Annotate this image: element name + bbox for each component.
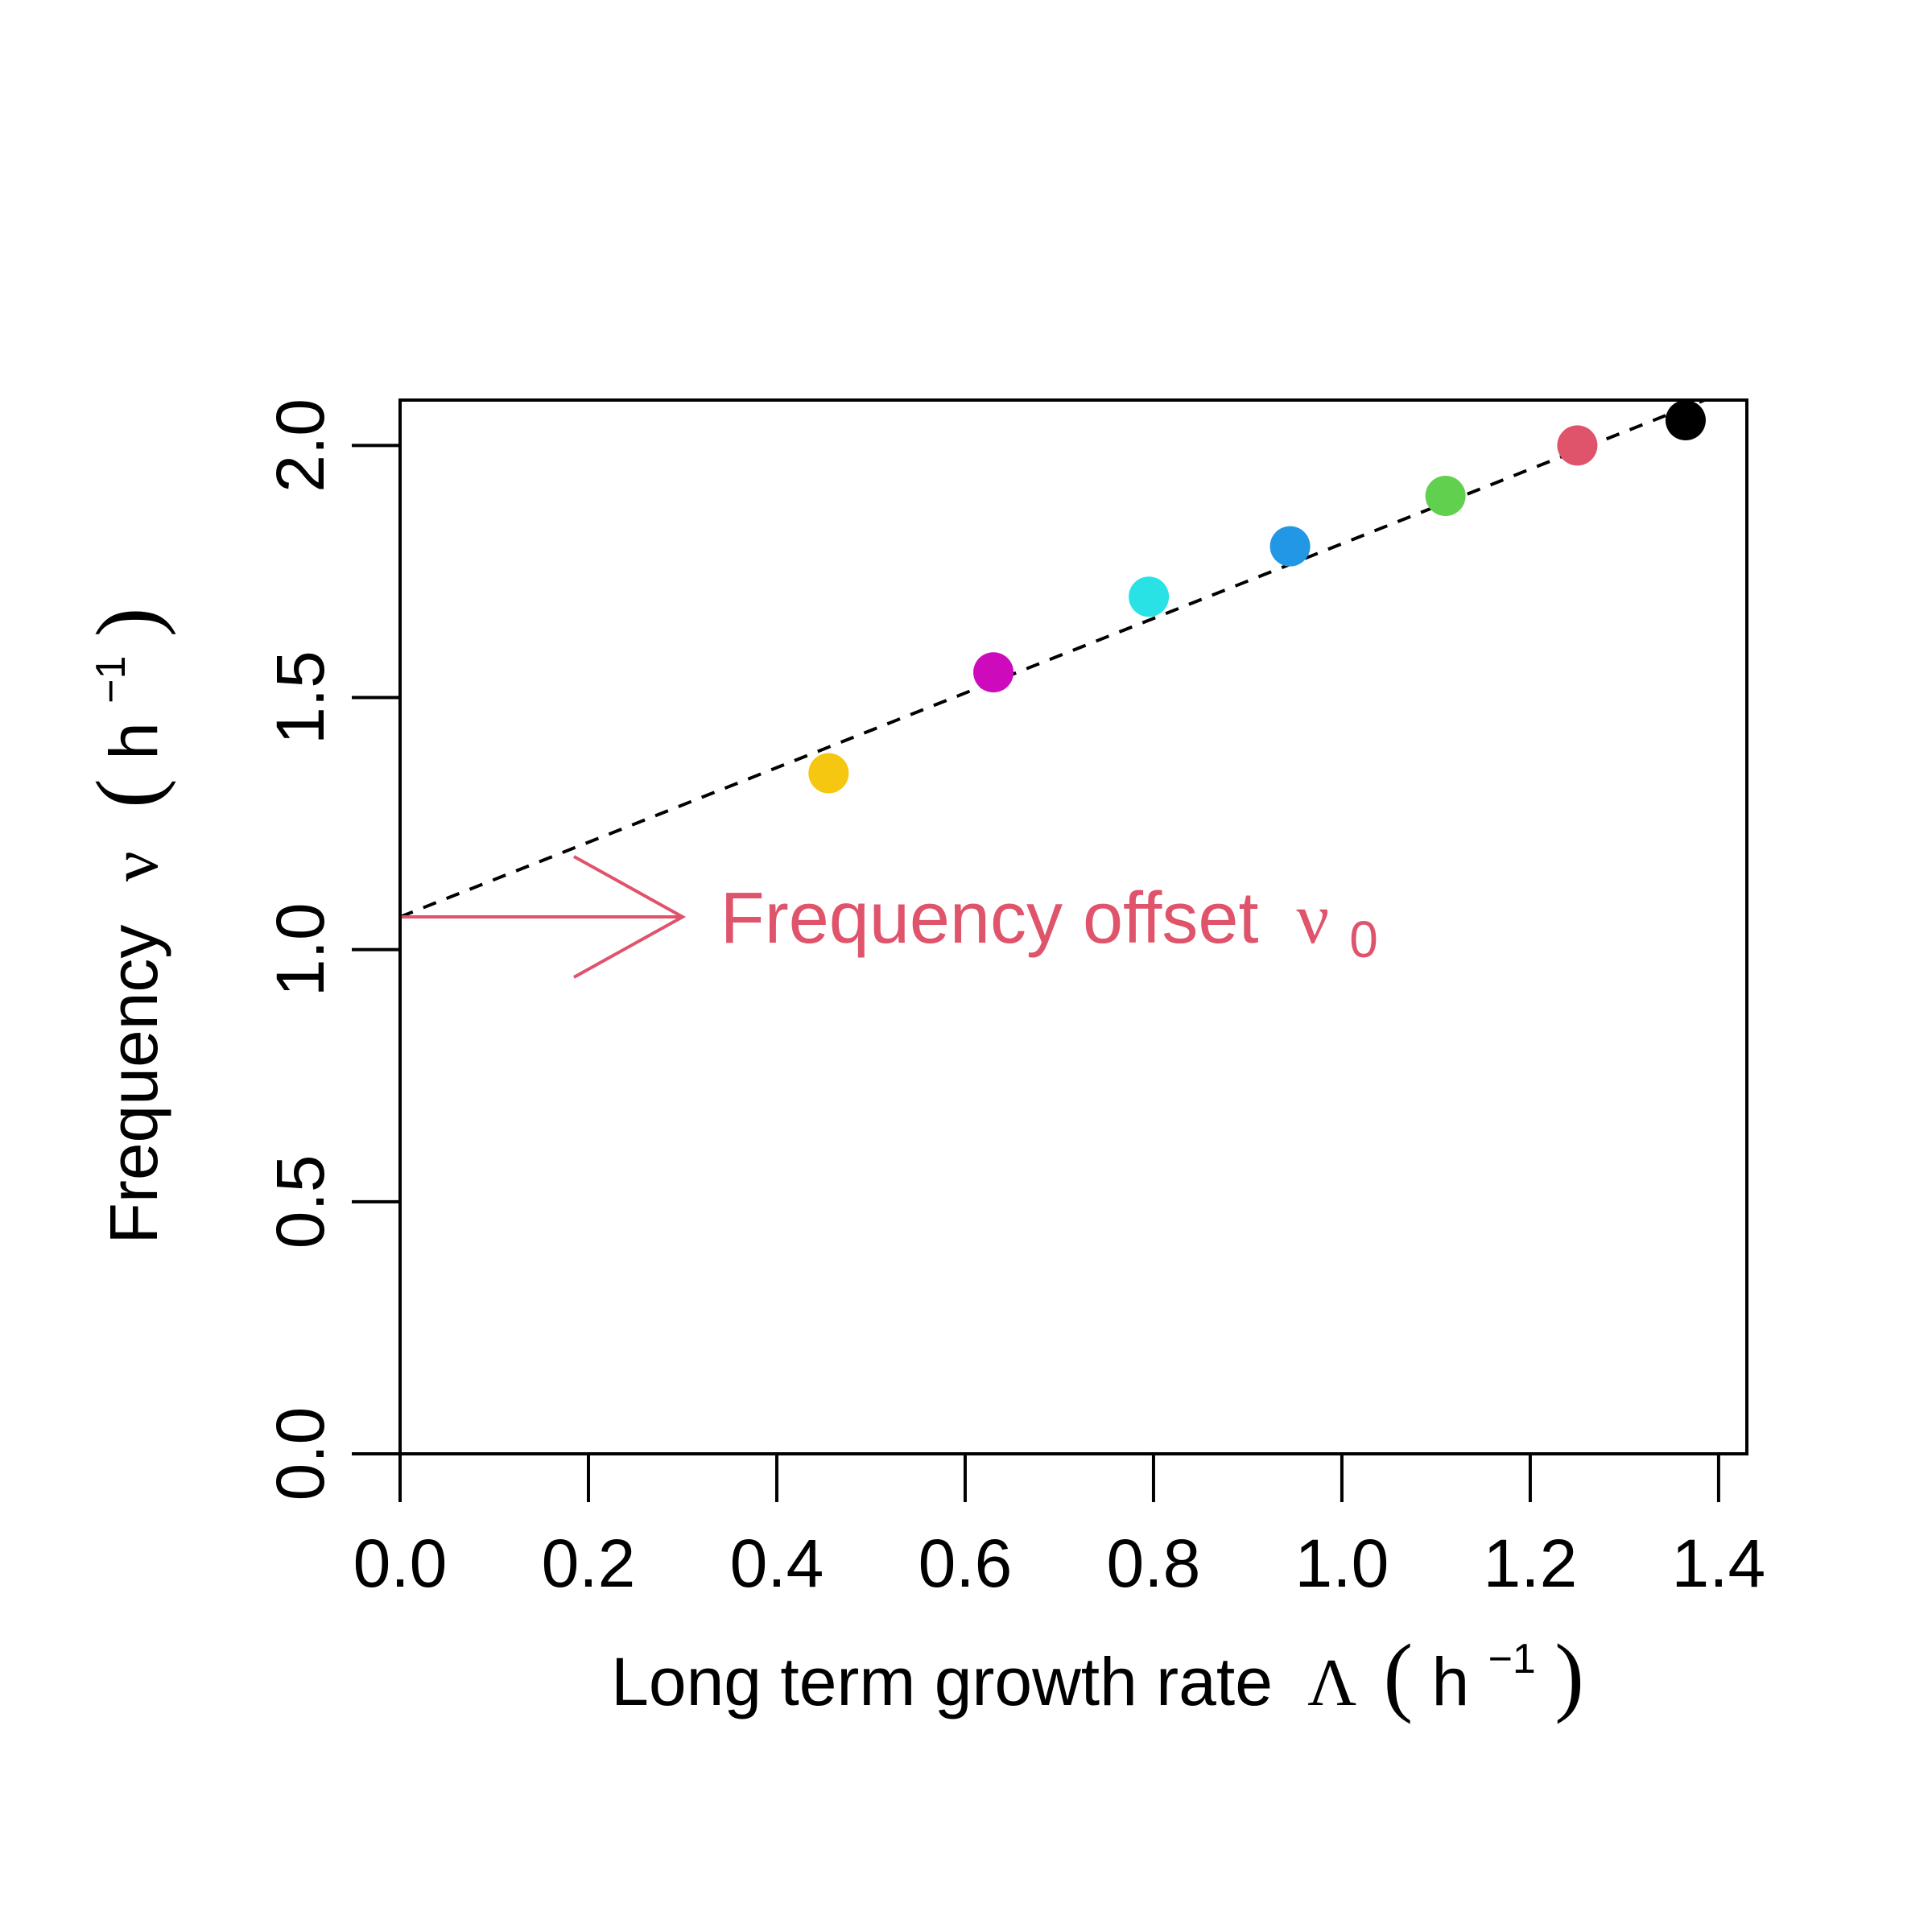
points-layer [808, 400, 1706, 794]
y-axis-title: Frequency ν ( h −1 ) [64, 608, 176, 1245]
y-axis-title-text: Frequency [96, 925, 171, 1245]
x-tick-label: 0.6 [919, 1525, 1013, 1601]
x-axis-title-paren-close: ) [1554, 1626, 1584, 1724]
x-tick-label: 1.0 [1295, 1525, 1389, 1601]
x-axis-title: Long term growth rate Λ ( h −1 ) [611, 1612, 1584, 1724]
data-point [1129, 576, 1170, 617]
data-point [1665, 400, 1706, 441]
x-axis-title-unit: h [1432, 1644, 1470, 1719]
y-tick-label: 1.0 [262, 902, 338, 997]
fit-line [399, 398, 1706, 919]
x-axis-title-text: Long term growth rate [611, 1644, 1273, 1719]
x-tick-label: 0.4 [730, 1525, 824, 1601]
x-axis-title-paren-open: ( [1384, 1626, 1414, 1724]
y-axis-title-unit: h [96, 722, 171, 760]
x-tick-label: 0.0 [353, 1525, 448, 1601]
data-point [1425, 476, 1466, 516]
y-axis-title-symbol: ν [97, 851, 172, 881]
annotation-subscript: 0 [1349, 910, 1378, 968]
y-axis-title-paren-close: ) [78, 608, 176, 638]
y-axis-title-paren-open: ( [78, 778, 176, 808]
data-point [973, 652, 1014, 693]
fit-line-layer [399, 398, 1706, 919]
annotation-layer [400, 855, 687, 979]
y-axis: 0.0 0.5 1.0 1.5 2.0 [262, 398, 402, 1501]
x-axis: 0.0 0.2 0.4 0.6 0.8 1.0 1.2 1.4 [353, 1452, 1766, 1601]
y-tick-label: 0.0 [262, 1407, 338, 1501]
x-tick-label: 1.4 [1672, 1525, 1766, 1601]
data-point [808, 753, 849, 794]
x-axis-title-symbol: Λ [1307, 1645, 1356, 1720]
y-tick-label: 1.5 [262, 650, 338, 745]
y-tick-label: 0.5 [262, 1154, 338, 1249]
data-point [1269, 526, 1311, 567]
y-axis-title-unit-exp: −1 [88, 656, 134, 704]
data-point [1557, 425, 1598, 466]
annotation-text: Frequency offset [720, 878, 1259, 959]
x-tick-label: 0.2 [542, 1525, 636, 1601]
frequency-offset-annotation: Frequency offset ν 0 [720, 878, 1378, 968]
x-axis-title-unit-exp: −1 [1488, 1636, 1536, 1682]
x-tick-label: 1.2 [1484, 1525, 1578, 1601]
annotation-symbol: ν [1297, 879, 1330, 959]
annotation-arrow-head [573, 855, 687, 979]
x-tick-label: 0.8 [1107, 1525, 1201, 1601]
y-tick-label: 2.0 [262, 398, 338, 493]
